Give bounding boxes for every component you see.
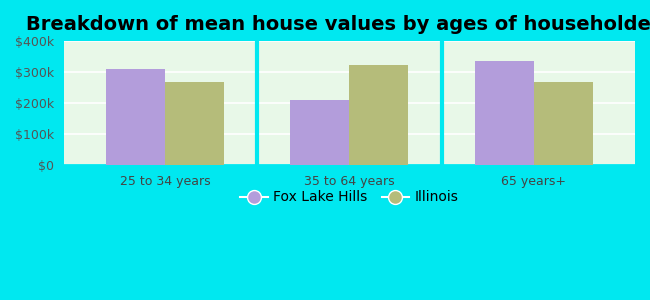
Bar bbox=[534, 82, 593, 165]
Title: Breakdown of mean house values by ages of householders: Breakdown of mean house values by ages o… bbox=[27, 15, 650, 34]
Bar bbox=[291, 100, 350, 165]
Bar bbox=[106, 69, 165, 165]
Bar bbox=[474, 61, 534, 165]
Legend: Fox Lake Hills, Illinois: Fox Lake Hills, Illinois bbox=[235, 185, 464, 210]
Bar bbox=[165, 82, 224, 165]
Bar bbox=[350, 65, 408, 165]
